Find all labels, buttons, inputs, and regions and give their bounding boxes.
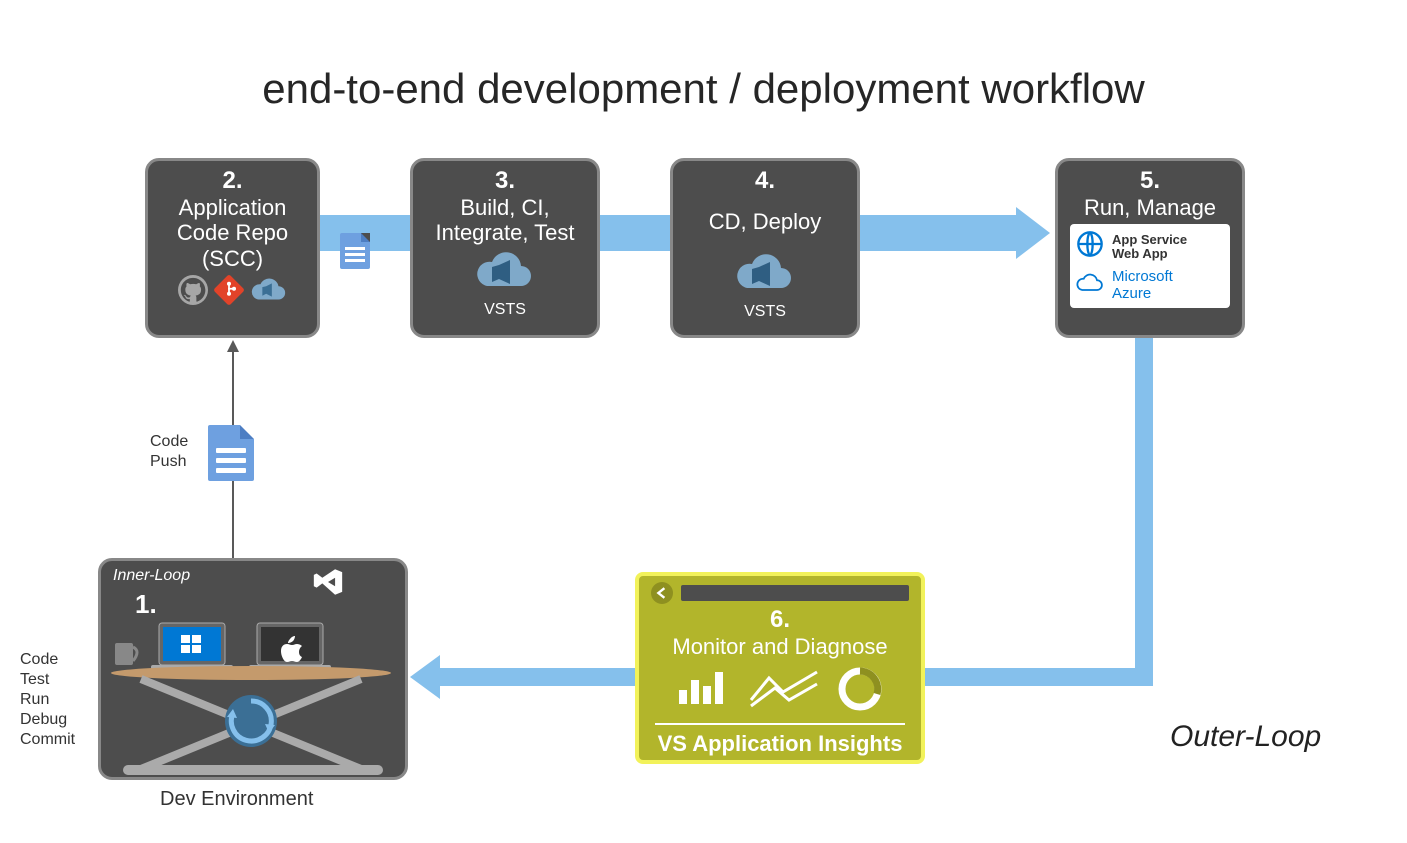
bar-chart-icon	[677, 666, 731, 717]
header-bar	[681, 585, 909, 601]
flow-arrow-head-1	[410, 655, 440, 699]
node-5-run-manage: 5. Run, Manage App Service Web App Micro…	[1055, 158, 1245, 338]
node-6-footer: VS Application Insights	[647, 731, 913, 757]
dev-env-caption: Dev Environment	[160, 788, 313, 811]
node-3-label-1: Build, CI,	[421, 195, 589, 220]
globe-icon	[1076, 230, 1104, 263]
dev-actions-list: Code Test Run Debug Commit	[20, 650, 75, 750]
inner-loop-label: Inner-Loop	[113, 567, 190, 585]
node-3-sub: VSTS	[421, 301, 589, 319]
node-3-build-ci: 3. Build, CI, Integrate, Test VSTS	[410, 158, 600, 338]
node-5-label-1: Run, Manage	[1066, 195, 1234, 220]
node-4-cd-deploy: 4. CD, Deploy VSTS	[670, 158, 860, 338]
service-2-line-2: Azure	[1112, 286, 1173, 303]
node-4-sub: VSTS	[681, 303, 849, 321]
dev-action-1: Code	[20, 650, 75, 670]
dev-action-5: Commit	[20, 730, 75, 750]
vsts-cloud-icon	[250, 276, 288, 309]
node-2-label-1: Application	[156, 195, 309, 220]
code-push-arrowhead	[227, 340, 239, 352]
node-2-code-repo: 2. Application Code Repo (SCC)	[145, 158, 320, 338]
github-icon	[178, 275, 208, 310]
document-icon	[208, 425, 254, 481]
flow-arrow-6-to-1	[438, 668, 638, 686]
flow-arrow-head-5	[1016, 207, 1050, 259]
git-icon	[214, 275, 244, 310]
diagram-title: end-to-end development / deployment work…	[0, 65, 1407, 113]
dev-action-4: Debug	[20, 710, 75, 730]
desk-illustration	[101, 601, 405, 781]
service-1-line-1: App Service	[1112, 233, 1187, 247]
vsts-cloud-icon	[421, 250, 589, 299]
azure-cloud-icon	[1076, 273, 1104, 298]
service-azure: Microsoft Azure	[1076, 269, 1224, 302]
node-6-monitor: 6. Monitor and Diagnose VS Application I…	[635, 572, 925, 764]
node-3-label-2: Integrate, Test	[421, 220, 589, 245]
node-6-number: 6.	[647, 606, 913, 634]
service-1-line-2: Web App	[1112, 247, 1187, 261]
flow-arrow-to-6	[925, 668, 1153, 686]
node-6-label: Monitor and Diagnose	[647, 634, 913, 660]
flow-arrow-2-to-5	[300, 215, 1020, 251]
line-chart-icon	[749, 666, 819, 717]
visual-studio-icon	[311, 565, 345, 604]
node-2-label-2: Code Repo	[156, 220, 309, 245]
node-4-number: 4.	[681, 167, 849, 195]
service-app-service: App Service Web App	[1076, 230, 1224, 263]
ring-chart-icon	[837, 666, 883, 717]
node-2-number: 2.	[156, 167, 309, 195]
vsts-cloud-icon	[681, 252, 849, 301]
node-2-label-3: (SCC)	[156, 246, 309, 271]
back-icon	[651, 582, 673, 604]
dev-action-3: Run	[20, 690, 75, 710]
outer-loop-label: Outer-Loop	[1170, 720, 1321, 754]
node-3-number: 3.	[421, 167, 589, 195]
node-5-services-panel: App Service Web App Microsoft Azure	[1070, 224, 1230, 308]
service-2-line-1: Microsoft	[1112, 269, 1173, 286]
node-1-dev-env: Inner-Loop 1.	[98, 558, 408, 780]
dev-action-2: Test	[20, 670, 75, 690]
flow-arrow-5-down	[1135, 338, 1153, 686]
node-5-number: 5.	[1066, 167, 1234, 195]
document-icon-small	[340, 233, 370, 269]
code-push-label: Code Push	[150, 432, 188, 472]
node-4-label-1: CD, Deploy	[681, 209, 849, 234]
